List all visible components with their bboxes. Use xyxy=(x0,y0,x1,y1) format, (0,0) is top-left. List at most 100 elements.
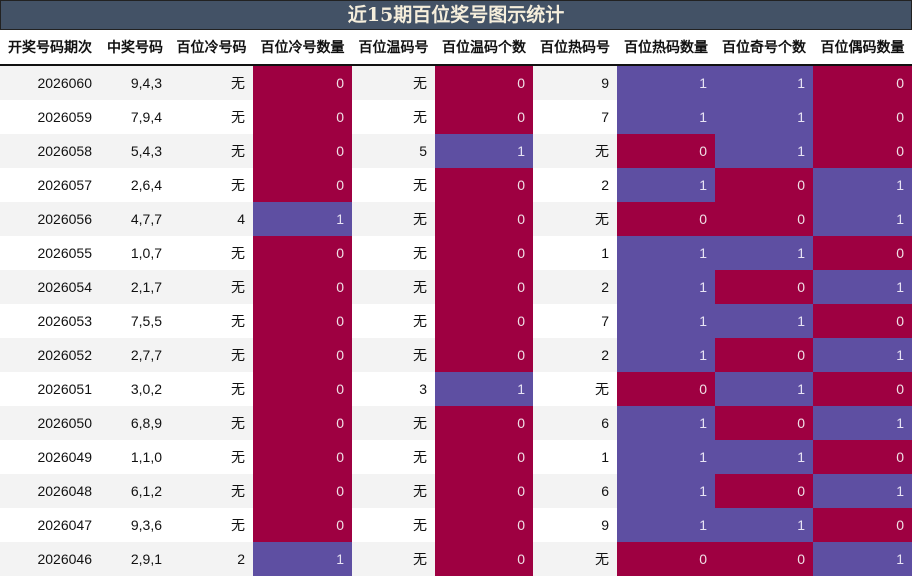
cell-cold-count: 0 xyxy=(253,338,352,372)
cell-warm-code: 无 xyxy=(352,474,435,508)
cell-warm-count: 0 xyxy=(435,406,533,440)
cell-hot-code: 6 xyxy=(533,406,617,440)
cell-hot-count: 1 xyxy=(617,100,715,134)
table-row: 2026051 3,0,2 无 0 3 1 无 0 1 0 xyxy=(0,372,912,406)
cell-hot-code: 6 xyxy=(533,474,617,508)
table-row: 2026055 1,0,7 无 0 无 0 1 1 1 0 xyxy=(0,236,912,270)
cell-issue: 2026056 xyxy=(0,202,100,236)
cell-warm-count: 1 xyxy=(435,134,533,168)
cell-hot-count: 1 xyxy=(617,474,715,508)
cell-hot-code: 9 xyxy=(533,65,617,100)
cell-issue: 2026050 xyxy=(0,406,100,440)
cell-warm-code: 无 xyxy=(413,517,427,533)
cell-hot-count: 1 xyxy=(617,270,715,304)
cell-numbers: 7,5,5 xyxy=(130,313,162,329)
cell-even-count: 1 xyxy=(813,542,912,576)
cell-warm-count: 0 xyxy=(435,202,533,236)
cell-warm-count: 0 xyxy=(435,338,533,372)
cell-cold-count: 0 xyxy=(253,508,352,542)
cell-warm-count: 0 xyxy=(435,542,533,576)
cell-cold-count: 1 xyxy=(253,542,352,576)
cell-even-count: 0 xyxy=(813,134,912,168)
cell-cold-count: 0 xyxy=(253,236,352,270)
cell-even-count: 1 xyxy=(813,338,912,372)
cell-warm-code: 无 xyxy=(352,202,435,236)
cell-warm-count: 0 xyxy=(435,65,533,100)
header-issue: 开奖号码期次 xyxy=(0,30,100,66)
cell-odd-count: 1 xyxy=(715,65,813,100)
cell-even-count: 0 xyxy=(813,65,912,100)
cell-hot-count: 1 xyxy=(617,168,715,202)
header-warm-count: 百位温码个数 xyxy=(435,30,533,66)
cell-numbers: 1,1,0 xyxy=(130,449,162,465)
cell-hot-code: 2 xyxy=(533,338,617,372)
cell-numbers: 5,4,3 xyxy=(100,134,170,168)
cell-cold-code: 无 xyxy=(231,449,245,465)
header-odd-count: 百位奇号个数 xyxy=(715,30,813,66)
cell-warm-code: 3 xyxy=(419,381,427,397)
cell-warm-count: 0 xyxy=(435,236,533,270)
cell-warm-count: 0 xyxy=(435,270,533,304)
cell-even-count: 1 xyxy=(813,474,912,508)
cell-odd-count: 0 xyxy=(715,338,813,372)
cell-issue: 2026047 xyxy=(37,517,92,533)
cell-issue: 2026053 xyxy=(37,313,92,329)
cell-hot-count: 1 xyxy=(617,236,715,270)
cell-cold-code: 4 xyxy=(170,202,253,236)
table-row: 2026058 5,4,3 无 0 5 1 无 0 1 0 xyxy=(0,134,912,168)
cell-hot-count: 0 xyxy=(617,202,715,236)
cell-warm-code: 无 xyxy=(352,406,435,440)
cell-hot-code: 9 xyxy=(601,517,609,533)
table-row: 2026050 6,8,9 无 0 无 0 6 1 0 1 xyxy=(0,406,912,440)
cell-warm-code: 无 xyxy=(352,270,435,304)
cell-cold-count: 0 xyxy=(253,100,352,134)
cell-warm-count: 0 xyxy=(435,168,533,202)
cell-warm-code: 无 xyxy=(413,109,427,125)
cell-hot-code: 7 xyxy=(601,109,609,125)
table-row: 2026053 7,5,5 无 0 无 0 7 1 1 0 xyxy=(0,304,912,338)
cell-cold-count: 0 xyxy=(253,65,352,100)
cell-hot-count: 1 xyxy=(617,406,715,440)
cell-even-count: 1 xyxy=(813,406,912,440)
table-body: 2026060 9,4,3 无 0 无 0 9 1 1 0 2026059 7,9,4 无 0 无 0 7 1 1 0… xyxy=(0,65,912,576)
cell-even-count: 0 xyxy=(813,100,912,134)
cell-cold-code: 无 xyxy=(231,381,245,397)
cell-numbers: 9,4,3 xyxy=(100,65,170,100)
cell-issue: 2026052 xyxy=(0,338,100,372)
cell-hot-code: 无 xyxy=(533,134,617,168)
cell-warm-code: 无 xyxy=(352,338,435,372)
cell-odd-count: 1 xyxy=(715,236,813,270)
cell-cold-count: 1 xyxy=(253,202,352,236)
cell-warm-count: 0 xyxy=(435,440,533,474)
cell-cold-code: 无 xyxy=(170,474,253,508)
cell-even-count: 0 xyxy=(813,440,912,474)
cell-even-count: 0 xyxy=(813,508,912,542)
cell-cold-code: 无 xyxy=(170,65,253,100)
cell-issue: 2026055 xyxy=(37,245,92,261)
table-row: 2026046 2,9,1 2 1 无 0 无 0 0 1 xyxy=(0,542,912,576)
cell-numbers: 6,8,9 xyxy=(100,406,170,440)
cell-odd-count: 1 xyxy=(715,134,813,168)
table-row: 2026049 1,1,0 无 0 无 0 1 1 1 0 xyxy=(0,440,912,474)
cell-cold-code: 无 xyxy=(170,338,253,372)
cell-cold-code: 无 xyxy=(170,270,253,304)
cell-cold-count: 0 xyxy=(253,304,352,338)
cell-warm-code: 无 xyxy=(352,542,435,576)
cell-cold-count: 0 xyxy=(253,270,352,304)
cell-hot-count: 1 xyxy=(617,440,715,474)
cell-hot-code: 无 xyxy=(595,381,609,397)
cell-numbers: 2,6,4 xyxy=(130,177,162,193)
cell-cold-code: 无 xyxy=(231,109,245,125)
header-cold-count: 百位冷号数量 xyxy=(253,30,352,66)
cell-hot-count: 1 xyxy=(617,304,715,338)
cell-numbers: 2,7,7 xyxy=(100,338,170,372)
cell-cold-count: 0 xyxy=(253,134,352,168)
cell-hot-code: 2 xyxy=(533,270,617,304)
cell-odd-count: 1 xyxy=(715,100,813,134)
header-row: 开奖号码期次 中奖号码 百位冷号码 百位冷号数量 百位温码号 百位温码个数 百位热码号 百位热… xyxy=(0,30,912,66)
cell-warm-count: 0 xyxy=(435,304,533,338)
cell-cold-code: 无 xyxy=(231,313,245,329)
cell-hot-count: 1 xyxy=(617,508,715,542)
table-row: 2026048 6,1,2 无 0 无 0 6 1 0 1 xyxy=(0,474,912,508)
stats-table: 开奖号码期次 中奖号码 百位冷号码 百位冷号数量 百位温码号 百位温码个数 百位热码号 百位热… xyxy=(0,30,912,576)
